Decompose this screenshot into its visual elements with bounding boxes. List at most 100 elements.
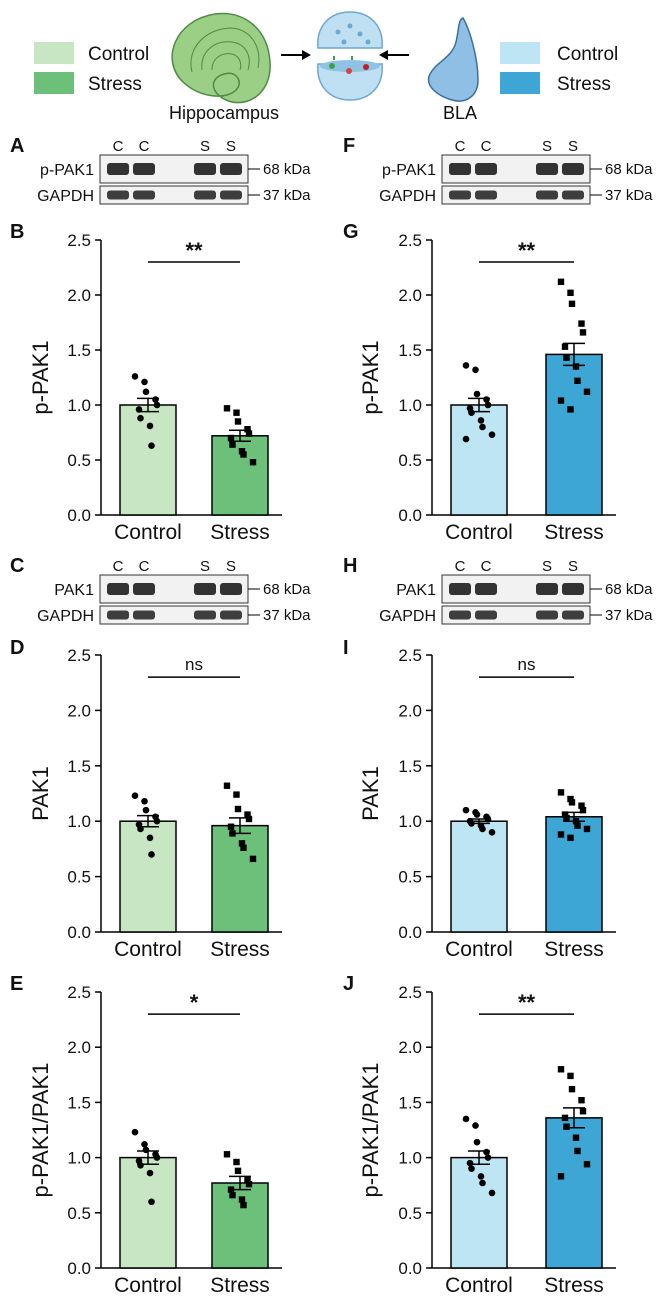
y-tick-label: 1.5 xyxy=(398,757,422,776)
data-point xyxy=(468,409,475,417)
y-tick-label: 1.5 xyxy=(67,757,91,776)
hippocampus-icon xyxy=(171,12,271,104)
lane-label: C xyxy=(139,138,150,155)
blot-row-label: p-PAK1 xyxy=(40,162,94,179)
lane-label: S xyxy=(200,138,210,155)
data-point xyxy=(567,406,574,413)
data-point xyxy=(579,806,587,814)
data-point xyxy=(572,363,580,370)
data-point xyxy=(557,278,565,285)
lane-label: C xyxy=(481,138,492,155)
hippocampus-label: Hippocampus xyxy=(169,103,279,123)
data-point xyxy=(131,792,139,800)
legend-label: Stress xyxy=(557,74,611,95)
y-tick-label: 1.0 xyxy=(398,812,422,831)
data-point xyxy=(223,405,231,412)
y-tick-label: 1.0 xyxy=(67,1149,91,1168)
significance-label: ** xyxy=(518,238,536,263)
y-tick-label: 2.5 xyxy=(67,983,91,1002)
data-point xyxy=(229,441,236,448)
blot-band xyxy=(107,583,129,595)
arrow-left-icon xyxy=(379,50,409,60)
blot-row-label: p-PAK1 xyxy=(382,162,436,179)
blot-band xyxy=(220,163,242,175)
data-point xyxy=(557,789,565,796)
y-tick-label: 0.5 xyxy=(398,1204,422,1223)
data-point xyxy=(473,811,481,818)
data-point xyxy=(229,1191,236,1199)
data-point xyxy=(579,1108,587,1115)
panel-letter: I xyxy=(343,637,349,659)
data-point xyxy=(567,1072,574,1080)
data-point xyxy=(137,825,144,833)
blot-row: PAK1 68 kDa xyxy=(54,574,311,604)
data-point xyxy=(488,1189,496,1197)
kda-label: 37 kDa xyxy=(605,607,653,624)
x-tick-label: Control xyxy=(445,521,513,544)
y-tick-label: 1.5 xyxy=(398,1093,422,1112)
chart-B: B 0.0 0.5 1.0 1.5 2.0 2.5 p-PAK1 Control Stress ** xyxy=(10,221,282,544)
data-point xyxy=(462,435,470,443)
data-point xyxy=(477,417,485,424)
data-point xyxy=(233,409,240,416)
data-point xyxy=(240,451,247,458)
legend-swatch xyxy=(500,42,540,64)
y-tick-label: 1.0 xyxy=(398,396,422,415)
blot-panel-F: F C C S Sp-PAK1 68 kDa GAPDH 37 kDa xyxy=(343,135,653,205)
x-tick-label: Stress xyxy=(544,1274,604,1297)
data-point xyxy=(234,805,242,813)
legend-swatch xyxy=(34,42,74,64)
blot-band xyxy=(562,190,584,200)
blot-band xyxy=(220,583,242,595)
x-tick-label: Stress xyxy=(210,521,270,544)
data-point xyxy=(563,1123,570,1130)
blot-row: p-PAK1 68 kDa xyxy=(40,154,311,184)
legend-label: Control xyxy=(557,44,618,65)
blot-row: PAK1 68 kDa xyxy=(396,574,653,604)
chart-I: I 0.0 0.5 1.0 1.5 2.0 2.5 PAK1 Control Stress ns xyxy=(343,637,616,961)
arrow-right-icon xyxy=(281,50,311,60)
x-tick-label: Stress xyxy=(210,1274,270,1297)
data-point xyxy=(249,855,257,863)
data-point xyxy=(479,1179,486,1187)
x-tick-label: Control xyxy=(114,521,182,544)
lane-label: C xyxy=(113,138,124,155)
chart-E: E 0.0 0.5 1.0 1.5 2.0 2.5 p-PAK1/PAK1 Control Str… xyxy=(10,973,282,1297)
data-point xyxy=(479,825,486,833)
blot-band xyxy=(194,610,216,620)
bar-stress xyxy=(211,435,269,516)
data-point xyxy=(583,825,591,833)
lane-label: S xyxy=(568,138,578,155)
y-tick-label: 0.0 xyxy=(398,1259,422,1278)
bla-icon xyxy=(427,17,479,102)
blot-band xyxy=(562,610,584,620)
significance-label: ns xyxy=(518,655,536,674)
blot-band xyxy=(475,583,497,595)
data-point xyxy=(574,1147,581,1155)
data-point xyxy=(238,1196,246,1203)
legend-label: Stress xyxy=(88,74,142,95)
data-point xyxy=(146,1169,154,1177)
x-tick-label: Control xyxy=(114,938,182,961)
data-point xyxy=(557,397,565,404)
y-tick-label: 2.5 xyxy=(398,231,422,250)
y-axis-label: p-PAK1/PAK1 xyxy=(28,1063,53,1198)
kda-label: 68 kDa xyxy=(263,581,311,598)
data-point xyxy=(578,1096,585,1104)
bla-label: BLA xyxy=(443,103,477,123)
data-point xyxy=(233,791,240,798)
y-axis-label: p-PAK1 xyxy=(28,340,53,414)
y-tick-label: 0.5 xyxy=(398,868,422,887)
lane-label: C xyxy=(455,558,466,575)
blot-band xyxy=(449,190,471,200)
y-tick-label: 0.0 xyxy=(398,506,422,525)
schematic-header: Control Stress Control Stress Hippocampus BLA xyxy=(34,11,618,123)
data-point xyxy=(468,1165,475,1172)
blot-band xyxy=(133,610,155,620)
lane-label: C xyxy=(481,558,492,575)
data-point xyxy=(468,820,475,827)
data-point xyxy=(238,448,246,455)
